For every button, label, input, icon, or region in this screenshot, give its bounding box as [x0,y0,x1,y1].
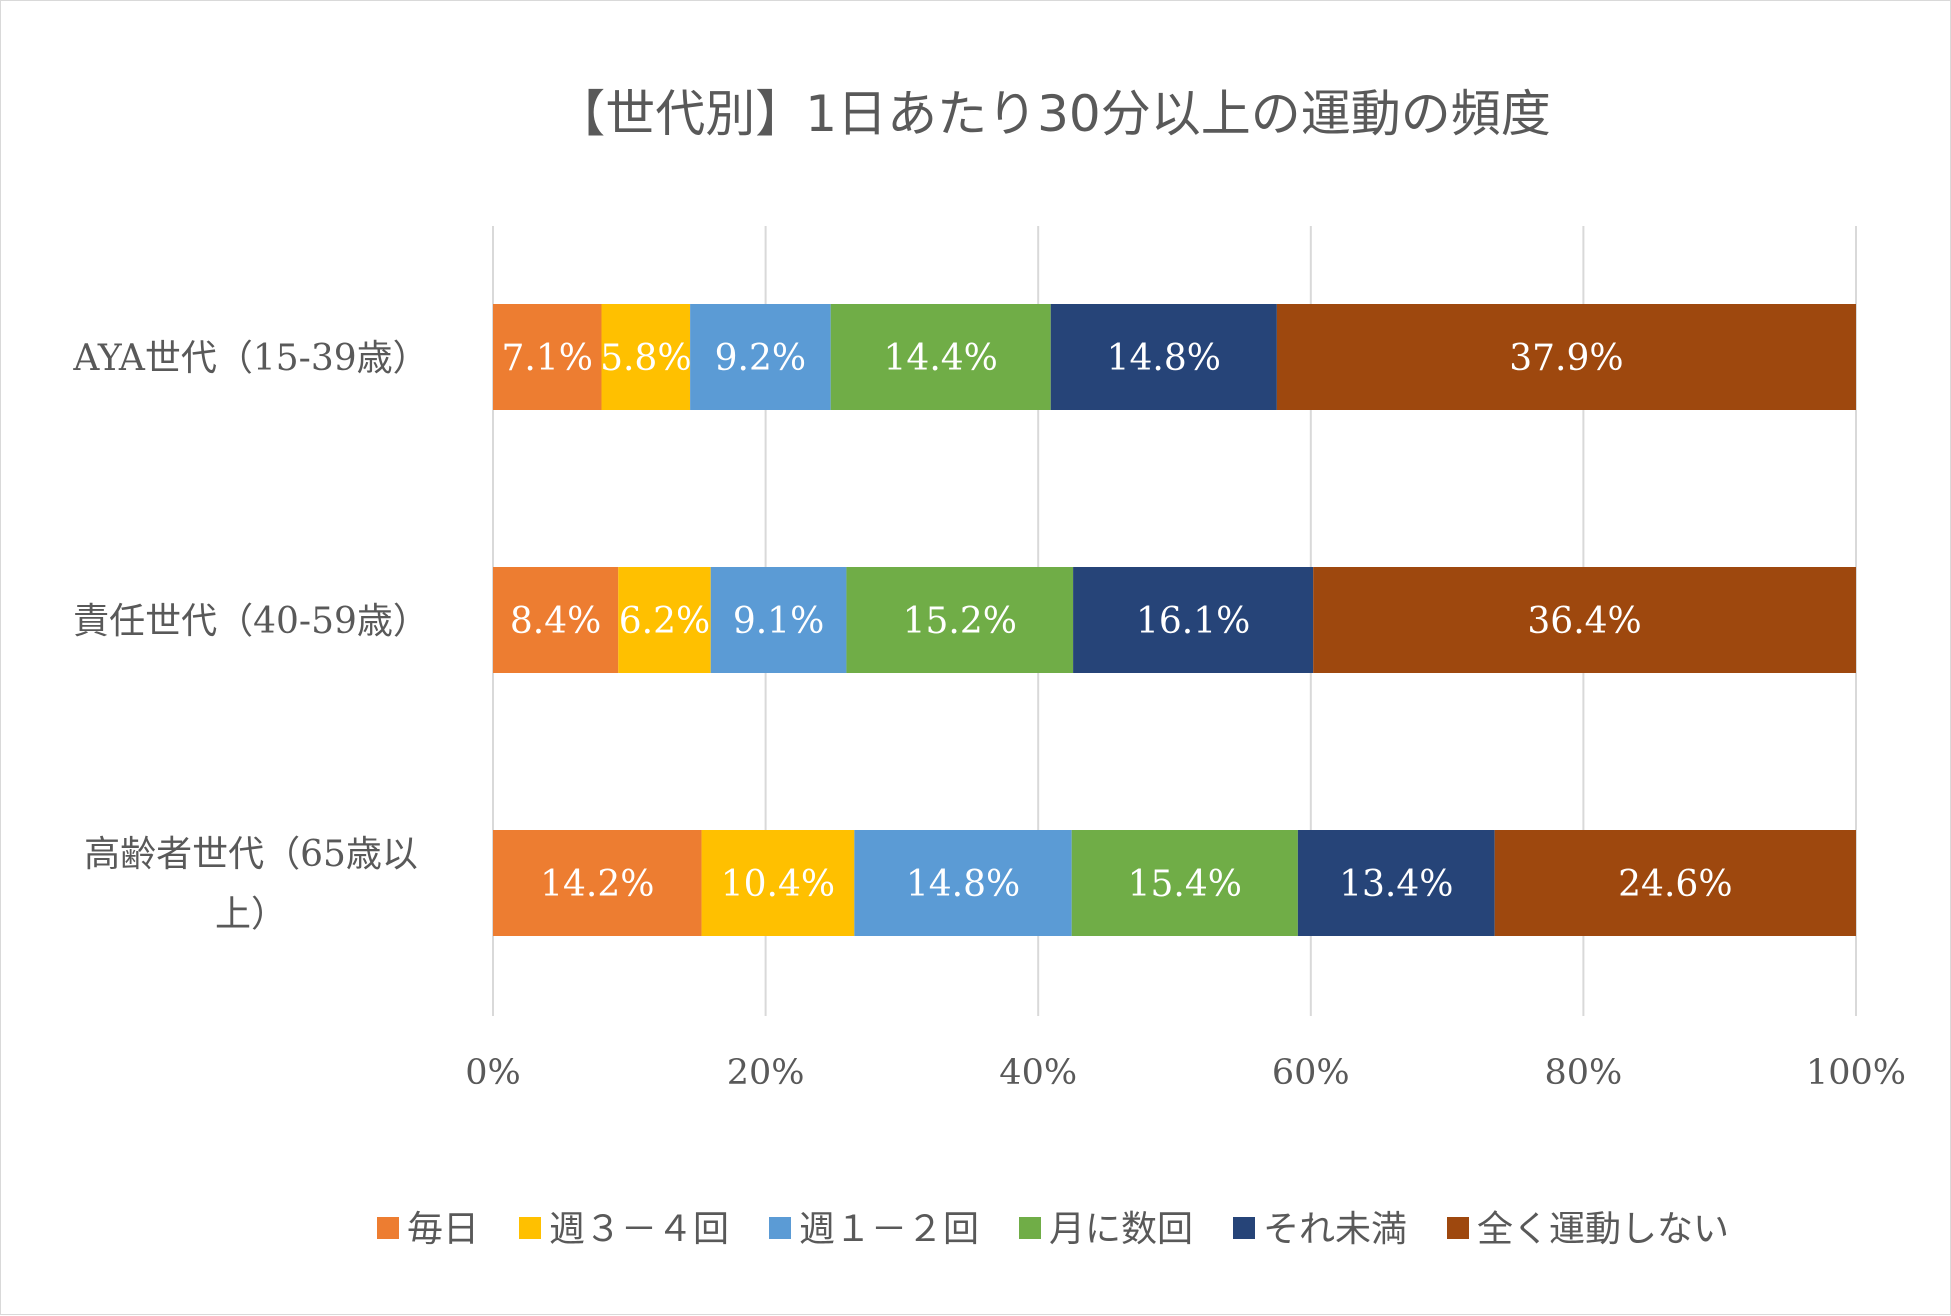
legend-label-3: 月に数回 [1049,1209,1193,1250]
legend: 毎日 週３－４回 週１－２回 月に数回 それ未満 全く運動しない [377,1209,1729,1250]
bar-segment-1-1 [618,567,711,673]
bar-segment-2-3 [1071,830,1298,936]
data-label-2-0: 14.2% [540,864,654,905]
data-label-2-4: 13.4% [1339,864,1453,905]
legend-swatch-2 [769,1217,791,1239]
data-label-0-5: 37.9% [1509,338,1623,379]
bar-segments [493,304,1856,936]
legend-swatch-5 [1447,1217,1469,1239]
legend-label-2: 週１－２回 [799,1209,979,1250]
data-label-1-3: 15.2% [903,601,1017,642]
data-label-2-3: 15.4% [1128,864,1242,905]
tick-label-3: 60% [1272,1053,1350,1093]
data-label-2-1: 10.4% [721,864,835,905]
tick-label-4: 80% [1545,1053,1623,1093]
bar-segment-0-4 [1050,304,1277,410]
bar-segment-1-2 [710,567,847,673]
bar-segment-0-1 [601,304,691,410]
tick-label-0: 0% [465,1053,521,1093]
legend-swatch-0 [377,1217,399,1239]
legend-label-1: 週３－４回 [549,1209,729,1250]
tick-label-1: 20% [727,1053,805,1093]
category-label-2-0: 高齢者世代（65歳以 [84,834,418,875]
category-label-1-0: 責任世代（40-59歳） [73,601,429,642]
tick-label-5: 100% [1806,1053,1906,1093]
category-label-2-1: 上） [215,894,287,935]
bar-segment-2-5 [1494,830,1856,936]
bar-segment-2-4 [1297,830,1495,936]
bar-segment-0-3 [830,304,1051,410]
data-label-0-3: 14.4% [884,338,998,379]
bar-segment-0-5 [1276,304,1856,410]
data-label-2-2: 14.8% [906,864,1020,905]
legend-label-5: 全く運動しない [1477,1209,1729,1250]
data-label-2-5: 24.6% [1618,864,1732,905]
data-label-1-4: 16.1% [1136,601,1250,642]
data-label-1-1: 6.2% [619,601,710,642]
bar-segment-2-1 [701,830,855,936]
data-label-1-2: 9.1% [733,601,824,642]
value-axis-tick-labels: 0% 20% 40% 60% 80% 100% [465,1053,1906,1093]
data-labels: 7.1% 5.8% 9.2% 14.4% 14.8% 37.9% 8.4% 6.2% 9.1% 1… [502,338,1733,905]
data-label-0-1: 5.8% [600,338,691,379]
legend-label-4: それ未満 [1263,1209,1407,1250]
data-label-0-4: 14.8% [1107,338,1221,379]
bar-segment-1-4 [1073,567,1314,673]
data-label-0-0: 7.1% [502,338,593,379]
bar-segment-2-2 [854,830,1072,936]
bar-segment-0-0 [493,304,602,410]
chart-title: 【世代別】1日あたり30分以上の運動の頻度 [555,85,1550,143]
category-label-0-0: AYA世代（15-39歳） [72,338,428,379]
bar-segment-1-0 [493,567,619,673]
tick-label-2: 40% [999,1053,1077,1093]
legend-swatch-4 [1233,1217,1255,1239]
data-label-0-2: 9.2% [715,338,806,379]
legend-label-0: 毎日 [407,1209,479,1250]
bar-segment-1-3 [846,567,1074,673]
legend-swatch-1 [519,1217,541,1239]
bar-segment-2-0 [493,830,702,936]
bar-segment-0-2 [690,304,831,410]
legend-swatch-3 [1019,1217,1041,1239]
data-label-1-0: 8.4% [510,601,601,642]
data-label-1-5: 36.4% [1527,601,1641,642]
bar-segment-1-5 [1313,567,1856,673]
